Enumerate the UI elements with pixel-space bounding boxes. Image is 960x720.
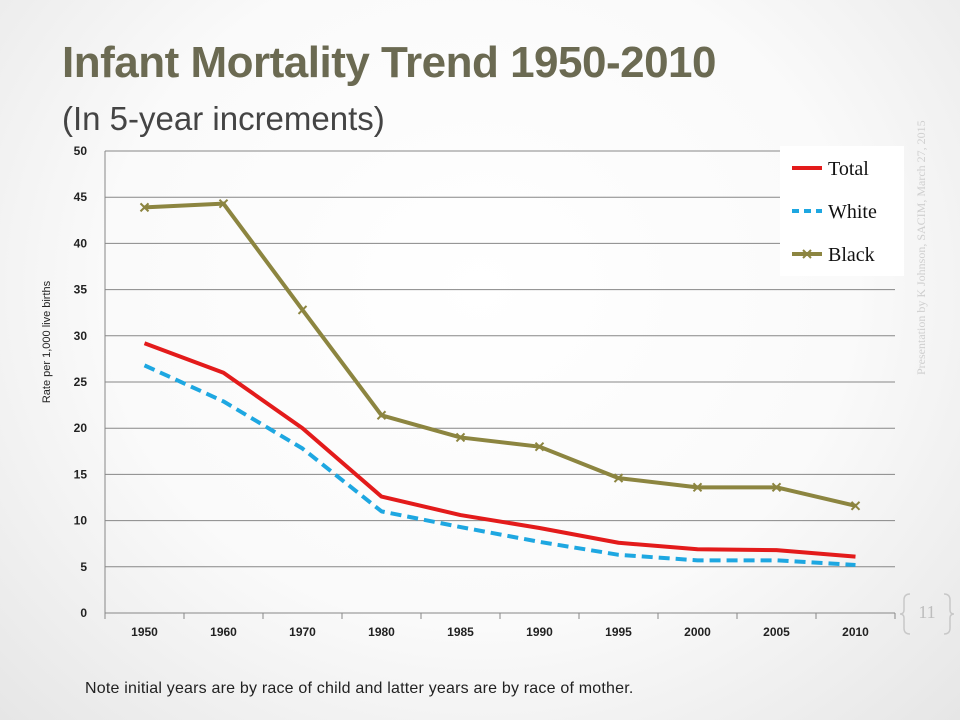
series-line-total [143,341,856,559]
footnote: Note initial years are by race of child … [85,680,634,697]
data-point-black [692,482,703,493]
x-tick-label: 1995 [605,625,632,639]
slide-subtitle: (In 5-year increments) [62,100,385,137]
legend-label-black: Black [828,244,875,266]
x-tick-label: 1980 [368,625,395,639]
legend: Total White Black [780,146,904,276]
page-number-badge: 11 [900,592,954,636]
y-tick-label: 5 [80,560,87,574]
x-tick-label: 1960 [210,625,237,639]
series-line-black [144,201,856,508]
x-tick-label: 2010 [842,625,869,639]
data-point-black [850,501,861,511]
y-tick-label: 0 [80,606,87,620]
x-tick-label: 2005 [763,625,790,639]
y-tick-label: 40 [74,236,88,250]
presentation-credit: Presentation by K Johnson, SACIM, March … [914,120,928,375]
x-tick-label: 1990 [526,625,553,639]
page-number: 11 [918,602,936,622]
y-axis-label: Rate per 1,000 live births [41,280,53,403]
x-tick-label: 1950 [131,625,158,639]
legend-label-white: White [828,201,877,223]
y-tick-label: 15 [74,467,88,481]
legend-label-total: Total [828,158,869,180]
y-tick-label: 45 [74,190,88,204]
data-point-black [376,410,387,420]
slide-title: Infant Mortality Trend 1950-2010 [62,38,717,87]
y-tick-label: 30 [74,329,88,343]
x-tick-label: 1970 [289,625,316,639]
axes: 0 5 10 15 20 25 30 35 40 45 50 1950 1960 1970 1980 1985… [41,144,896,639]
data-point-black [534,441,545,452]
bracket-icon [900,593,954,635]
data-point-black [218,198,229,209]
y-tick-label: 35 [74,283,88,297]
y-tick-label: 20 [74,421,88,435]
data-point-black [297,305,308,315]
legend-marker-black [802,249,812,259]
data-point-black [139,202,150,213]
series-line-white [143,363,856,567]
series-lines [139,198,861,567]
y-tick-label: 10 [74,514,88,528]
y-tick-label: 25 [74,375,88,389]
x-tick-label: 2000 [684,625,711,639]
y-tick-label: 50 [74,144,88,158]
data-point-black [613,473,624,483]
gridlines [105,150,895,614]
x-tick-label: 1985 [447,625,474,639]
data-point-black [455,432,466,443]
data-point-black [771,482,782,493]
